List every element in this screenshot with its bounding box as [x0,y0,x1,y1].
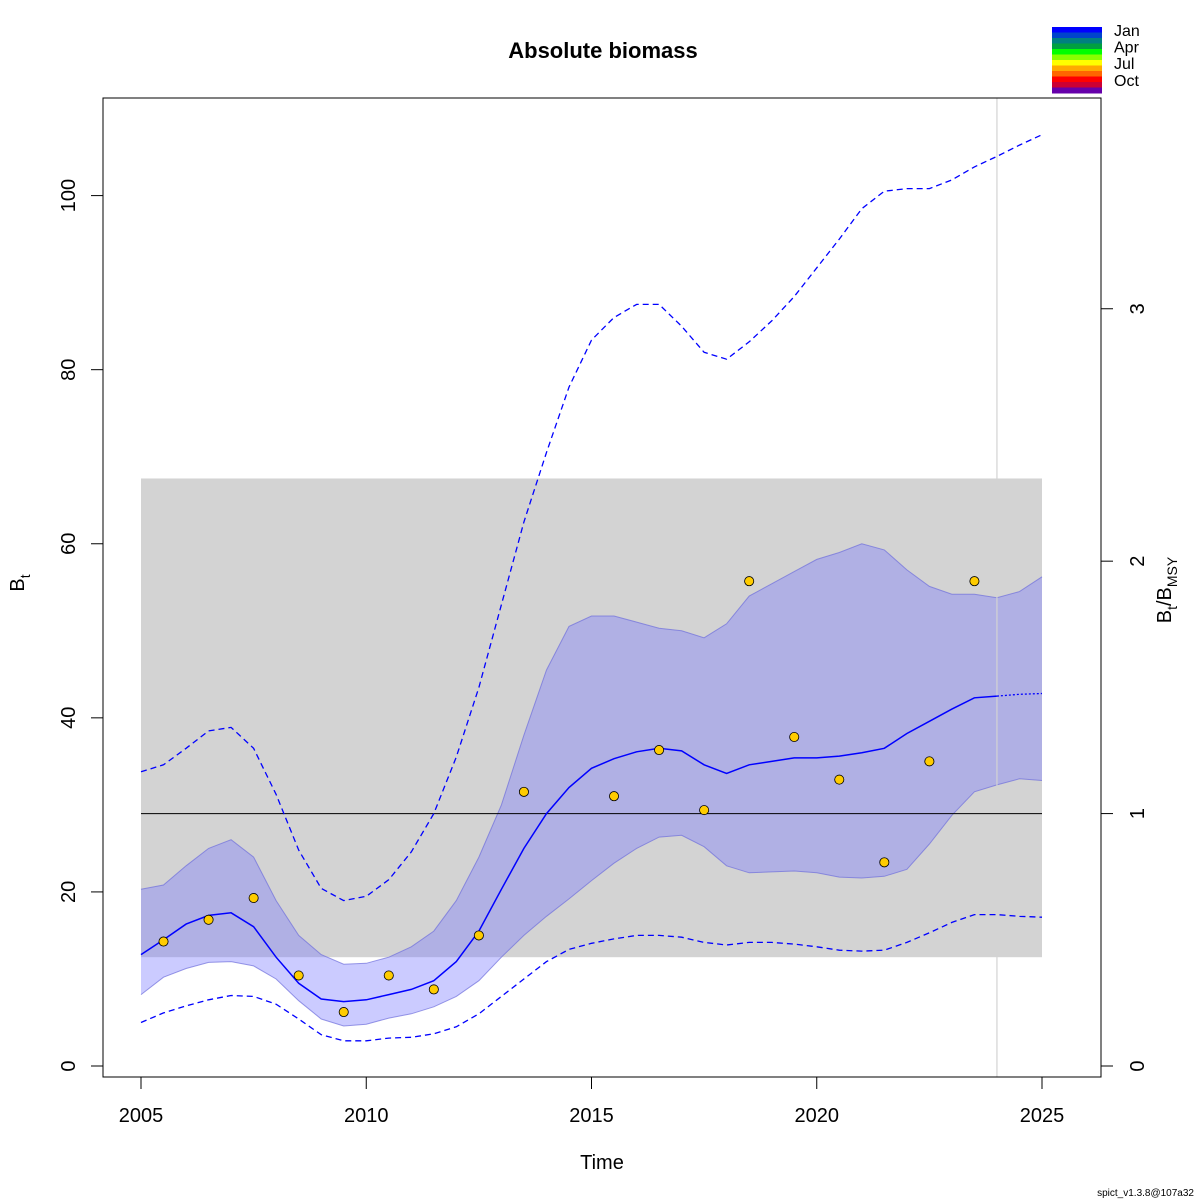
right-tick-label: 2 [1127,556,1149,567]
observation-point [203,914,214,925]
right-axis-label-sub2: MSY [1164,556,1180,587]
right-axis-label-b: B [1154,610,1176,623]
season-legend-label: Jul [1114,56,1134,73]
gray-band-layer [141,478,1042,958]
y-tick-label: 60 [58,533,80,555]
svg-text:Bt: Bt [7,574,33,591]
right-axis-label-sub1: t [1164,606,1180,610]
observation-point [699,805,710,816]
right-tick-label: 1 [1127,808,1149,819]
season-color-swatch [1052,87,1102,94]
x-axis-label: Time [580,1152,624,1174]
season-color-swatch [1052,54,1102,61]
observation-point [518,786,529,797]
observation-point [744,576,755,587]
right-tick-label: 3 [1127,303,1149,314]
ci-lower-border [140,778,1043,1027]
pi-upper-line [140,134,1043,902]
version-label: spict_v1.3.8@107a32 [1097,1188,1194,1199]
y-axis-label-sub: t [17,574,33,578]
ci-layer [140,543,1043,1027]
season-color-swatch [1052,82,1102,88]
right-axis-label: Bt/BMSY [1154,556,1180,623]
season-color-swatch [1052,76,1102,83]
y-axis-label-main: B [7,578,29,591]
observation-point [969,576,980,587]
observation-point [158,936,169,947]
svg-text:Bt/BMSY: Bt/BMSY [1154,556,1180,623]
observation-point [473,930,484,941]
pi-lower-line [140,913,1043,1042]
gray-band [141,478,1042,958]
x-tick-label: 2005 [119,1105,164,1127]
y-axis-label: Bt [7,574,33,591]
y-tick-label: 20 [58,881,80,903]
season-color-swatch [1052,27,1102,33]
observation-point [924,756,935,767]
observation-point [383,970,394,981]
observation-point [879,857,890,868]
season-legend-label: Jan [1114,23,1140,40]
biomass-estimate-line [140,695,997,1003]
ci-ribbon [141,543,1042,1026]
y-tick-label: 80 [58,359,80,381]
observation-point [248,893,259,904]
axes-layer: 2005 2010 2015 2020 2025 0 20 40 60 80 100 0 1 2 3 [58,179,1149,1127]
observation-point [428,984,439,995]
observation-point [654,745,665,756]
ci-upper-border [140,543,1043,965]
observation-point [338,1007,349,1018]
season-color-swatch [1052,38,1102,44]
season-color-swatch [1052,65,1102,72]
x-tick-label: 2010 [344,1105,389,1127]
series-layer [140,134,1043,1042]
right-axis-label-mid: /B [1154,587,1176,606]
season-color-swatch [1052,49,1102,55]
season-legend-label: Oct [1114,73,1139,90]
y-tick-label: 0 [58,1060,80,1071]
chart-title: Absolute biomass [508,38,697,63]
y-tick-label: 40 [58,707,80,729]
season-color-swatch [1052,43,1102,50]
season-color-swatch [1052,32,1102,39]
observation-point [293,970,304,981]
observation-point [834,774,845,785]
x-tick-label: 2020 [795,1105,840,1127]
season-color-swatch [1052,71,1102,77]
biomass-forecast-line [996,692,1043,697]
reference-lines-layer [141,98,1042,1077]
x-tick-label: 2025 [1020,1105,1065,1127]
season-color-swatch [1052,60,1102,66]
observation-point [609,791,620,802]
right-tick-label: 0 [1127,1060,1149,1071]
season-legend-label: Apr [1114,40,1140,57]
y-tick-label: 100 [58,179,80,212]
x-tick-label: 2015 [569,1105,614,1127]
observation-point [789,731,800,742]
observation-points-layer [158,576,980,1018]
